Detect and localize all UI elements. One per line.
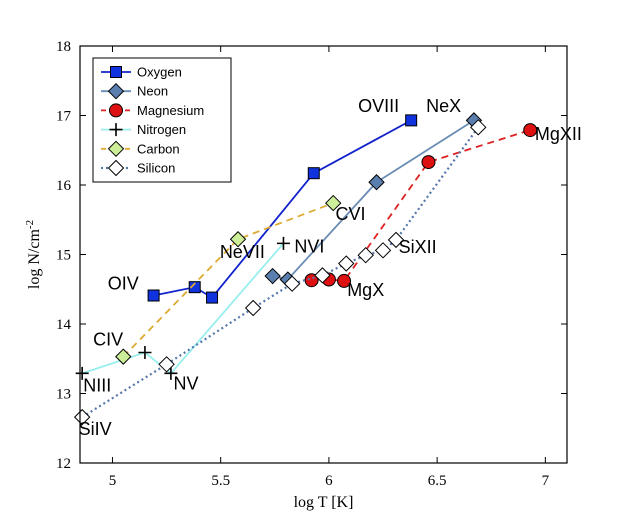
data-point-carbon [229,231,247,248]
legend-item-oxygen: Oxygen [101,65,182,80]
x-tick-label: 7 [542,473,550,489]
data-point-magnesium [337,273,352,288]
data-point-carbon [325,194,342,212]
y-tick-label: 16 [56,178,72,194]
legend-label-magnesium: Magnesium [137,103,204,118]
data-point-nitrogen [276,236,290,250]
legend-item-carbon: Carbon [101,140,180,158]
legend-label-silicon: Silicon [137,161,175,176]
data-point-silicon [338,255,355,272]
y-tick-label: 14 [56,317,72,333]
legend-marker-magnesium [109,103,123,118]
ticks-layer: 5 5.5 6 6.5 7 12 13 14 15 16 17 18 [56,39,567,489]
legend-marker-silicon [107,159,125,177]
x-tick-label: 5 [109,473,117,489]
legend-item-magnesium: Magnesium [101,103,204,118]
legend-marker-oxygen [110,66,122,78]
annotation-label: OIV [108,273,139,293]
annotation-label: SiIV [79,419,112,439]
x-tick-label: 5.5 [211,473,230,489]
annotation-label: CIV [93,330,123,350]
legend-label-nitrogen: Nitrogen [137,122,186,137]
data-point-silicon [314,267,331,284]
y-tick-label: 18 [56,39,71,55]
series-carbon [115,194,342,365]
series-layer [73,112,538,426]
legend-label-oxygen: Oxygen [137,65,182,80]
legend-item-nitrogen: Nitrogen [101,122,186,137]
data-point-silicon [374,242,392,259]
data-point-carbon [115,348,132,365]
data-point-magnesium [304,273,319,288]
annotation-label: OVIII [358,96,399,116]
data-point-nitrogen [164,366,178,380]
data-point-silicon [357,246,374,264]
x-tick-label: 6.5 [428,473,447,489]
legend-label-neon: Neon [137,84,168,99]
annotation-label: NeX [426,96,461,116]
series-nitrogen [75,236,290,380]
legend-item-neon: Neon [101,82,168,100]
data-point-magnesium [523,123,538,138]
x-tick-label: 6 [325,473,333,489]
series-line-nitrogen [81,242,285,375]
data-point-oxygen [188,281,201,294]
annotation-label: NVI [294,236,324,256]
series-line-carbon [122,202,334,358]
data-point-neon [368,174,385,191]
annotation-label: CVI [336,204,366,224]
annotation-label: MgXII [535,124,582,144]
y-axis-title-group: log N/cm-2 [24,220,43,289]
y-axis-title-exponent: -2 [24,220,36,229]
data-point-oxygen [405,114,418,127]
series-line-neon [272,119,475,281]
annotation-label: SiXII [399,237,437,257]
series-oxygen [147,114,418,304]
data-point-silicon [73,408,91,426]
y-axis-title-base: log N/cm [26,229,43,290]
data-point-silicon [387,231,405,249]
data-point-nitrogen [75,366,89,380]
legend-item-silicon: Silicon [101,159,175,177]
data-point-neon [264,267,281,285]
data-point-nitrogen [138,345,152,359]
y-tick-label: 15 [56,248,71,264]
y-tick-label: 17 [56,109,72,125]
x-axis-title: log T [K] [294,494,354,511]
y-axis-title: log N/cm-2 [24,220,43,289]
legend-marker-neon [107,82,125,100]
data-point-oxygen [147,289,160,302]
data-point-silicon [244,299,262,317]
data-point-oxygen [206,291,219,304]
data-point-silicon [158,356,175,373]
annotation-layer: OVIII NeX MgXII CVI NeVII NVI SiXII OIV MgX CIV NI… [79,96,582,439]
data-point-magnesium [421,155,436,170]
legend: Oxygen Neon Magnesium Nitrogen Carbon Silicon [92,57,232,183]
data-point-oxygen [307,167,320,180]
legend-label-carbon: Carbon [137,141,180,156]
annotation-label: NeVII [220,242,265,262]
annotation-label: NIII [83,375,111,395]
legend-marker-carbon [107,140,125,158]
data-point-silicon [283,275,301,292]
annotation-label: NV [174,373,199,393]
legend-marker-nitrogen [109,123,123,137]
data-point-silicon [470,119,487,136]
series-silicon [73,119,487,426]
y-tick-label: 13 [56,387,71,403]
annotation-label: MgX [347,280,384,300]
y-tick-label: 12 [56,456,71,472]
series-line-silicon [81,126,480,419]
